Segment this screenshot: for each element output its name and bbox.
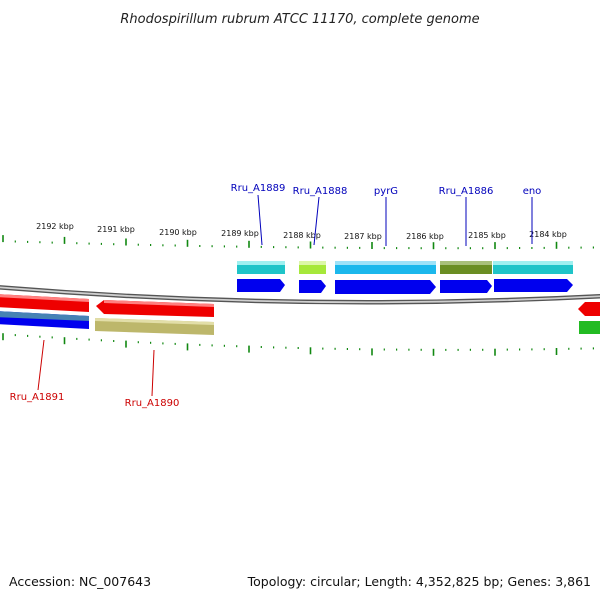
- tick-label: 2192 kbp: [36, 222, 74, 231]
- reverse-cds-row: [0, 311, 600, 335]
- gene-label-rru-a1889[interactable]: Rru_A1889: [231, 183, 286, 194]
- forward-cds-row: [237, 261, 573, 274]
- gene-arrow-pyrg[interactable]: [335, 280, 436, 294]
- leader-line: [37, 339, 45, 391]
- gene-block-highlight: [237, 261, 285, 265]
- tick-label: 2190 kbp: [159, 228, 197, 237]
- gene-arrow-rru-a1888[interactable]: [299, 280, 326, 293]
- gene-arrow-highlight: [104, 300, 214, 307]
- gene-label-rru-a1886[interactable]: Rru_A1886: [439, 186, 494, 197]
- map-title: Rhodospirillum rubrum ATCC 11170, comple…: [120, 12, 479, 27]
- gene-block-highlight: [335, 261, 436, 265]
- reverse-strand-genes: [0, 294, 600, 317]
- gene-arrow-eno[interactable]: [494, 279, 573, 292]
- gene-arrow-offscreen[interactable]: [578, 302, 600, 316]
- forward-strand-genes: [237, 279, 573, 294]
- gene-block-highlight: [493, 261, 573, 265]
- tick-label: 2184 kbp: [529, 230, 567, 239]
- gene-label-pyrg[interactable]: pyrG: [374, 186, 398, 197]
- gene-arrow-highlight: [0, 294, 89, 302]
- gene-label-rru-a1891[interactable]: Rru_A1891: [10, 392, 65, 403]
- gene-block-highlight: [440, 261, 492, 265]
- leader-line: [313, 196, 320, 246]
- genome-backbone-highlight: [0, 286, 600, 304]
- tick-label: 2186 kbp: [406, 232, 444, 241]
- topology-text: Topology: circular; Length: 4,352,825 bp…: [247, 574, 591, 589]
- gene-arrow-rru-a1889[interactable]: [237, 279, 285, 292]
- gene-block-highlight: [95, 318, 214, 325]
- gene-label-eno[interactable]: eno: [523, 186, 542, 197]
- gene-label-rru-a1888[interactable]: Rru_A1888: [293, 186, 348, 197]
- tick-label: 2189 kbp: [221, 229, 259, 238]
- inner-tick-ring: [2, 333, 595, 356]
- gene-label-rru-a1890[interactable]: Rru_A1890: [125, 398, 180, 409]
- gene-block-steel: [0, 311, 89, 321]
- leader-line: [151, 349, 155, 397]
- tick-label: 2188 kbp: [283, 231, 321, 240]
- gene-block-offscreen[interactable]: [579, 321, 600, 334]
- leader-line: [257, 194, 263, 246]
- tick-label: 2187 kbp: [344, 232, 382, 241]
- tick-label: 2191 kbp: [97, 225, 135, 234]
- gene-arrow-rru-a1886[interactable]: [440, 280, 492, 293]
- outer-tick-ring: [2, 235, 595, 250]
- tick-label: 2185 kbp: [468, 231, 506, 240]
- accession-text: Accession: NC_007643: [9, 574, 152, 589]
- gene-block-highlight: [299, 261, 326, 265]
- gene-labels: Rru_A1889 Rru_A1888 pyrG Rru_A1886 eno R…: [10, 183, 542, 409]
- scale-labels: 2192 kbp 2191 kbp 2190 kbp 2189 kbp 2188…: [36, 222, 567, 241]
- label-leader-lines: [37, 194, 533, 397]
